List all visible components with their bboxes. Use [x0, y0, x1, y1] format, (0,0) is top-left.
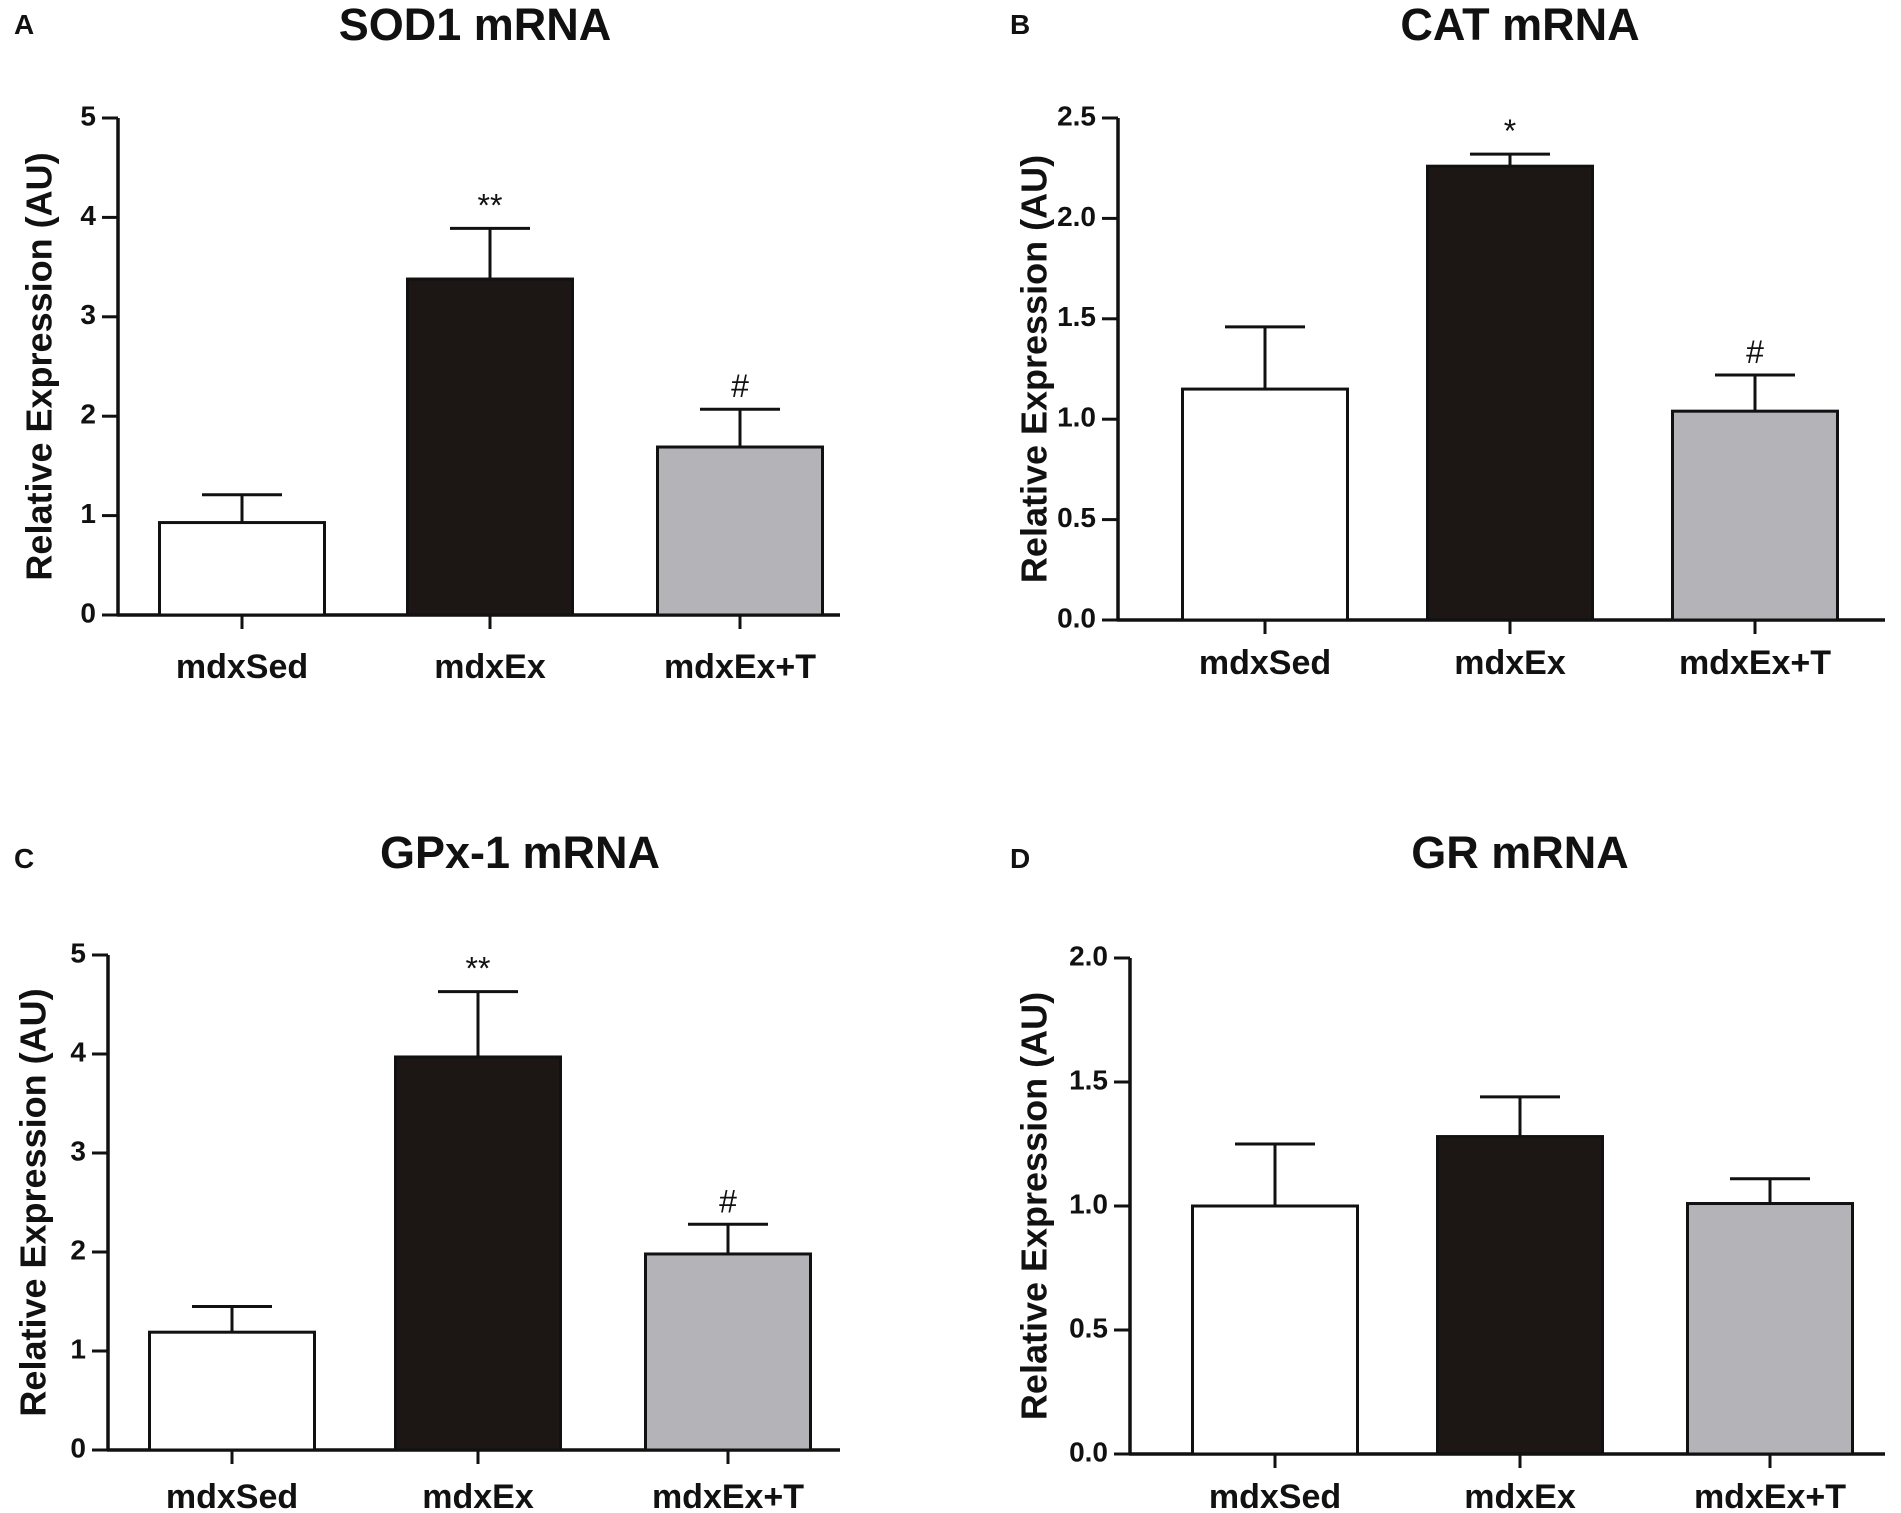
- bar-mdxex: [406, 277, 574, 617]
- y-tick-label: 0.0: [1057, 602, 1096, 633]
- y-tick-label: 1: [80, 498, 96, 529]
- y-tick-label: 5: [80, 100, 96, 131]
- x-tick-label: mdxSed: [166, 1478, 298, 1513]
- bar-mdxex-plus-t: [1686, 1202, 1854, 1456]
- x-tick-label: mdxSed: [1199, 644, 1331, 682]
- y-tick-label: 0: [80, 597, 96, 628]
- y-tick-label: 3: [70, 1135, 86, 1166]
- x-tick-label: mdxEx: [1464, 1478, 1576, 1513]
- y-axis-label: Relative Expression (AU): [19, 152, 60, 580]
- y-tick-label: 3: [80, 299, 96, 330]
- bar-mdxsed: [158, 521, 326, 617]
- y-tick-label: 1.0: [1057, 402, 1096, 433]
- chart-title: GR mRNA: [1411, 827, 1629, 878]
- x-tick-label: mdxEx+T: [1679, 644, 1831, 682]
- x-tick-label: mdxEx: [1454, 644, 1566, 682]
- bar-mdxex-plus-t: [1671, 409, 1839, 622]
- significance-label: #: [719, 1183, 737, 1219]
- x-tick-label: mdxSed: [176, 648, 308, 686]
- significance-label: *: [1504, 113, 1516, 149]
- y-tick-label: 2: [80, 399, 96, 430]
- chart-title: CAT mRNA: [1400, 0, 1639, 50]
- y-tick-label: 0.0: [1069, 1436, 1108, 1467]
- y-tick-label: 2.5: [1057, 100, 1096, 131]
- significance-label: **: [466, 951, 491, 987]
- panel-letter: A: [14, 9, 34, 40]
- bar-mdxex-plus-t: [656, 445, 824, 617]
- chart-panel-c: C GPx-1 mRNA Relative Expression (AU) 0 1 2 3 4…: [13, 827, 840, 1513]
- significance-label: #: [731, 368, 749, 404]
- bar-mdxex: [1426, 164, 1594, 622]
- y-tick-label: 0: [70, 1432, 86, 1463]
- y-axis-label: Relative Expression (AU): [13, 988, 54, 1416]
- bar-mdxsed: [148, 1330, 316, 1452]
- chart-panel-b: B CAT mRNA Relative Expression (AU)0.0 0.5 1…: [1010, 0, 1885, 682]
- panel-letter: C: [14, 843, 34, 874]
- y-tick-label: 2.0: [1057, 201, 1096, 232]
- chart-title: GPx-1 mRNA: [380, 827, 660, 878]
- y-tick-label: 2.0: [1069, 940, 1108, 971]
- chart-panel-a: A SOD1 mRNA Relative Expression (AU) 0 1 2 3 4 5…: [14, 0, 840, 686]
- y-tick-label: 1.0: [1069, 1188, 1108, 1219]
- y-tick-label: 1.5: [1069, 1064, 1108, 1095]
- y-tick-label: 4: [80, 200, 96, 231]
- bar-mdxsed: [1191, 1204, 1359, 1456]
- chart-panel-d: D GR mRNA Relative Expression (AU) 0.0 0.5 1.…: [1010, 827, 1885, 1513]
- panel-letter: B: [1010, 9, 1030, 40]
- bar-mdxex-plus-t: [644, 1252, 812, 1452]
- y-tick-label: 4: [70, 1036, 86, 1067]
- y-tick-label: 0.5: [1057, 502, 1096, 533]
- y-tick-label: 2: [70, 1234, 86, 1265]
- y-tick-label: 0.5: [1069, 1312, 1108, 1343]
- x-tick-label: mdxSed: [1209, 1478, 1341, 1513]
- bar-mdxex: [394, 1055, 562, 1452]
- bar-mdxsed: [1181, 387, 1349, 622]
- significance-label: **: [478, 187, 503, 223]
- y-axis-label: Relative Expression (AU): [1014, 992, 1055, 1420]
- bar-mdxex: [1436, 1135, 1604, 1456]
- significance-label: #: [1746, 334, 1764, 370]
- x-tick-label: mdxEx+T: [652, 1478, 804, 1513]
- panel-letter: D: [1010, 843, 1030, 874]
- y-tick-label: 1: [70, 1333, 86, 1364]
- chart-title: SOD1 mRNA: [339, 0, 612, 50]
- x-tick-label: mdxEx+T: [664, 648, 816, 686]
- x-tick-label: mdxEx+T: [1694, 1478, 1846, 1513]
- x-tick-label: mdxEx: [434, 648, 546, 686]
- y-axis-label: Relative Expression (AU): [1014, 155, 1055, 583]
- y-tick-label: 1.5: [1057, 301, 1096, 332]
- y-tick-label: 5: [70, 937, 86, 968]
- x-tick-label: mdxEx: [422, 1478, 534, 1513]
